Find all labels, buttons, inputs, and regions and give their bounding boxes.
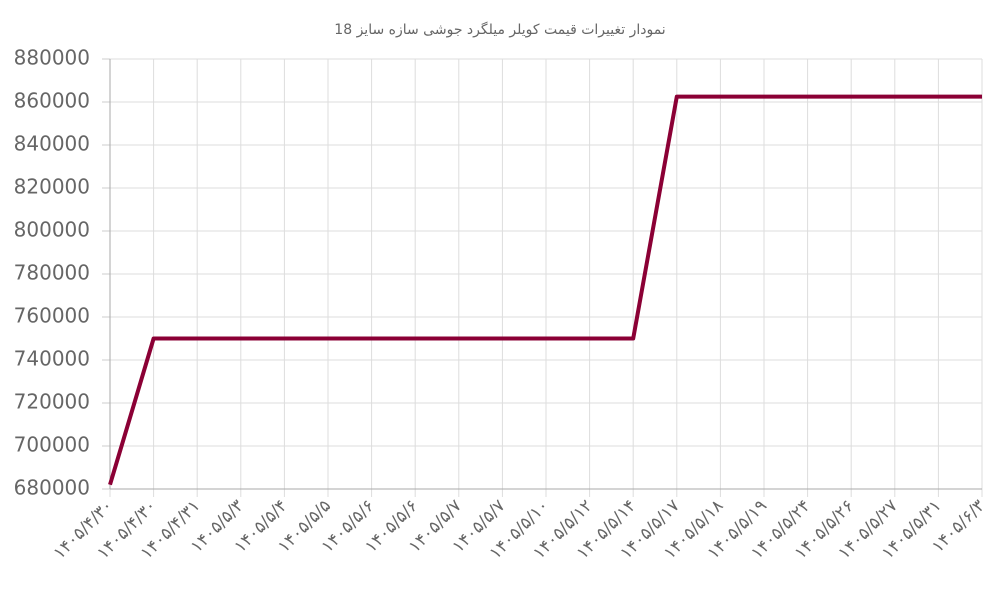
y-tick-label: 820000 bbox=[14, 175, 90, 199]
y-tick-label: 740000 bbox=[14, 347, 90, 371]
y-tick-label: 780000 bbox=[14, 261, 90, 285]
y-tick-label: 840000 bbox=[14, 132, 90, 156]
y-tick-label: 800000 bbox=[14, 218, 90, 242]
y-tick-label: 760000 bbox=[14, 304, 90, 328]
y-tick-label: 700000 bbox=[14, 433, 90, 457]
line bbox=[108, 94, 982, 486]
y-tick-label: 880000 bbox=[14, 46, 90, 70]
chart-title: نمودار تغییرات قیمت کویلر میلگرد جوشی سا… bbox=[334, 21, 665, 38]
y-tick-label: 860000 bbox=[14, 89, 90, 113]
y-tick-label: 680000 bbox=[14, 476, 90, 500]
y-tick-label: 720000 bbox=[14, 390, 90, 414]
